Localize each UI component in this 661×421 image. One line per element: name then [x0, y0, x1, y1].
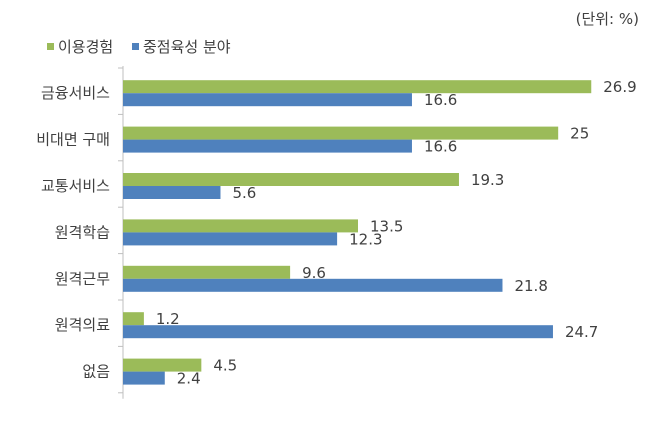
- category-label: 없음: [82, 363, 110, 381]
- unit-label: (단위: %): [575, 10, 639, 28]
- bar-experience: [123, 80, 592, 94]
- bar-value-label: 16.6: [424, 91, 457, 109]
- bar-priority: [123, 371, 165, 385]
- bar-priority: [123, 186, 221, 199]
- category-label: 비대면 구매: [36, 131, 110, 149]
- category-label: 원격근무: [55, 270, 110, 288]
- category-label: 교통서비스: [41, 177, 110, 195]
- bar-value-label: 25: [570, 125, 589, 143]
- legend-label: 이용경험: [58, 38, 113, 56]
- bar-priority: [123, 278, 503, 292]
- bar-value-label: 2.4: [177, 370, 201, 388]
- bar-priority: [123, 139, 412, 153]
- bar-value-label: 1.2: [156, 310, 180, 328]
- bar-value-label: 21.8: [514, 277, 547, 295]
- legend-swatch: [132, 43, 139, 50]
- bar-experience: [123, 312, 144, 326]
- bar-experience: [123, 126, 559, 140]
- bar-value-label: 9.6: [302, 264, 326, 282]
- bar-value-label: 16.6: [424, 138, 457, 156]
- bar-experience: [123, 219, 358, 233]
- bar-value-label: 4.5: [213, 357, 237, 375]
- bar-priority: [123, 93, 412, 107]
- bar-value-label: 13.5: [370, 217, 403, 235]
- legend-swatch: [47, 43, 54, 50]
- bar-experience: [123, 173, 459, 186]
- legend-label: 중점육성 분야: [143, 38, 231, 56]
- category-label: 원격의료: [55, 316, 110, 334]
- bar-experience: [123, 358, 202, 372]
- bar-value-label: 19.3: [471, 171, 504, 189]
- category-label: 금융서비스: [41, 84, 110, 102]
- category-label: 원격학습: [55, 223, 110, 241]
- bar-value-label: 26.9: [603, 78, 636, 96]
- bar-experience: [123, 265, 291, 279]
- bar-value-label: 5.6: [232, 184, 256, 202]
- bar-value-label: 12.3: [349, 230, 382, 248]
- bar-priority: [123, 232, 338, 246]
- bar-priority: [123, 325, 553, 339]
- bar-value-label: 24.7: [565, 323, 598, 341]
